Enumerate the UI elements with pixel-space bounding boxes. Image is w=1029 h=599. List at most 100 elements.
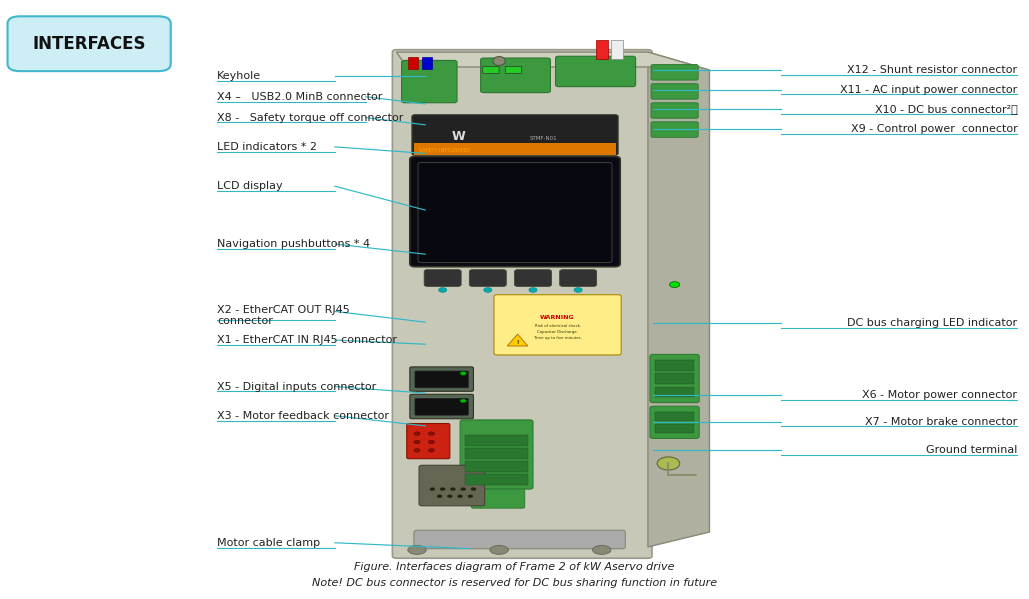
FancyBboxPatch shape (655, 386, 695, 397)
Ellipse shape (451, 488, 456, 491)
FancyBboxPatch shape (483, 66, 499, 74)
FancyBboxPatch shape (460, 420, 533, 489)
Text: DC bus charging LED indicator: DC bus charging LED indicator (847, 318, 1018, 328)
FancyBboxPatch shape (392, 50, 652, 558)
FancyBboxPatch shape (651, 103, 699, 118)
FancyBboxPatch shape (514, 270, 552, 286)
Ellipse shape (414, 440, 420, 444)
Ellipse shape (428, 432, 434, 435)
FancyBboxPatch shape (596, 40, 608, 59)
Ellipse shape (658, 457, 680, 470)
FancyBboxPatch shape (410, 394, 473, 419)
Text: X7 - Motor brake connector: X7 - Motor brake connector (865, 417, 1018, 426)
FancyBboxPatch shape (419, 465, 485, 506)
Text: Figure. Interfaces diagram of Frame 2 of kW Aservo drive: Figure. Interfaces diagram of Frame 2 of… (354, 562, 675, 571)
FancyBboxPatch shape (410, 367, 473, 391)
Ellipse shape (471, 488, 476, 491)
Ellipse shape (414, 432, 420, 435)
Ellipse shape (460, 399, 466, 403)
Text: Motor cable clamp: Motor cable clamp (217, 538, 320, 547)
FancyBboxPatch shape (471, 489, 525, 508)
Ellipse shape (430, 488, 435, 491)
FancyBboxPatch shape (651, 65, 699, 80)
FancyBboxPatch shape (655, 424, 695, 433)
Ellipse shape (438, 288, 447, 292)
FancyBboxPatch shape (655, 361, 695, 371)
Ellipse shape (437, 495, 442, 498)
Ellipse shape (484, 288, 492, 292)
Text: Capacitor Discharge.: Capacitor Discharge. (537, 330, 578, 334)
Text: Risk of electrical shock.: Risk of electrical shock. (534, 324, 580, 328)
Text: Ground terminal: Ground terminal (926, 444, 1018, 455)
Ellipse shape (460, 371, 466, 375)
Text: Time up to five minutes.: Time up to five minutes. (534, 336, 581, 340)
Polygon shape (507, 334, 528, 346)
FancyBboxPatch shape (414, 530, 626, 549)
FancyBboxPatch shape (407, 57, 418, 69)
FancyBboxPatch shape (505, 66, 522, 74)
Ellipse shape (414, 449, 420, 452)
FancyBboxPatch shape (7, 16, 171, 71)
Text: X10 - DC bus connector²⧠: X10 - DC bus connector²⧠ (875, 104, 1018, 114)
FancyBboxPatch shape (412, 114, 618, 155)
Ellipse shape (468, 495, 473, 498)
Ellipse shape (440, 488, 446, 491)
Text: LED indicators * 2: LED indicators * 2 (217, 142, 317, 152)
FancyBboxPatch shape (611, 40, 624, 59)
Text: X5 - Digital inputs connector: X5 - Digital inputs connector (217, 382, 377, 392)
Ellipse shape (593, 546, 611, 555)
FancyBboxPatch shape (410, 156, 620, 267)
Text: X8 -   Safety torque off connector: X8 - Safety torque off connector (217, 113, 403, 123)
FancyBboxPatch shape (655, 412, 695, 421)
FancyBboxPatch shape (465, 461, 528, 472)
FancyBboxPatch shape (651, 122, 699, 137)
FancyBboxPatch shape (650, 406, 700, 438)
Ellipse shape (407, 546, 426, 555)
Ellipse shape (428, 449, 434, 452)
Text: X1 - EtherCAT IN RJ45 connector: X1 - EtherCAT IN RJ45 connector (217, 335, 397, 345)
FancyBboxPatch shape (401, 60, 457, 103)
FancyBboxPatch shape (424, 270, 461, 286)
Text: !: ! (517, 340, 519, 345)
Ellipse shape (461, 488, 466, 491)
Polygon shape (396, 52, 700, 67)
FancyBboxPatch shape (465, 435, 528, 446)
FancyBboxPatch shape (415, 398, 468, 415)
FancyBboxPatch shape (465, 474, 528, 485)
FancyBboxPatch shape (560, 270, 597, 286)
Ellipse shape (458, 495, 463, 498)
Text: X12 - Shunt resistor connector: X12 - Shunt resistor connector (847, 65, 1018, 75)
Text: X6 - Motor power connector: X6 - Motor power connector (862, 390, 1018, 400)
FancyBboxPatch shape (494, 295, 622, 355)
Text: Navigation pushbuttons * 4: Navigation pushbuttons * 4 (217, 239, 370, 249)
Text: Keyhole: Keyhole (217, 71, 261, 81)
Text: Note! DC bus connector is reserved for DC bus sharing function in future: Note! DC bus connector is reserved for D… (312, 577, 717, 588)
Text: STMF-N01: STMF-N01 (530, 136, 558, 141)
Ellipse shape (448, 495, 453, 498)
Text: X2 - EtherCAT OUT RJ45
connector: X2 - EtherCAT OUT RJ45 connector (217, 305, 350, 326)
FancyBboxPatch shape (422, 57, 432, 69)
Text: W: W (451, 129, 465, 143)
FancyBboxPatch shape (418, 162, 612, 262)
FancyBboxPatch shape (651, 84, 699, 99)
FancyBboxPatch shape (481, 58, 551, 93)
Text: WARNING: WARNING (540, 315, 575, 320)
Ellipse shape (670, 282, 680, 288)
FancyBboxPatch shape (655, 373, 695, 384)
Text: X9 - Control power  connector: X9 - Control power connector (851, 124, 1018, 134)
FancyBboxPatch shape (469, 270, 506, 286)
Text: INTERFACES: INTERFACES (32, 35, 146, 53)
Text: X3 - Motor feedback connector: X3 - Motor feedback connector (217, 411, 389, 420)
Ellipse shape (493, 56, 505, 65)
Ellipse shape (574, 288, 582, 292)
FancyBboxPatch shape (650, 355, 700, 403)
Text: X4 –   USB2.0 MinB connector: X4 – USB2.0 MinB connector (217, 92, 382, 102)
Ellipse shape (490, 546, 508, 555)
FancyBboxPatch shape (406, 423, 450, 459)
Text: LCD display: LCD display (217, 181, 283, 191)
FancyBboxPatch shape (465, 448, 528, 459)
Text: SAFETY INTEGRATED: SAFETY INTEGRATED (419, 148, 470, 153)
Ellipse shape (428, 440, 434, 444)
Polygon shape (648, 52, 709, 547)
FancyBboxPatch shape (415, 371, 468, 388)
